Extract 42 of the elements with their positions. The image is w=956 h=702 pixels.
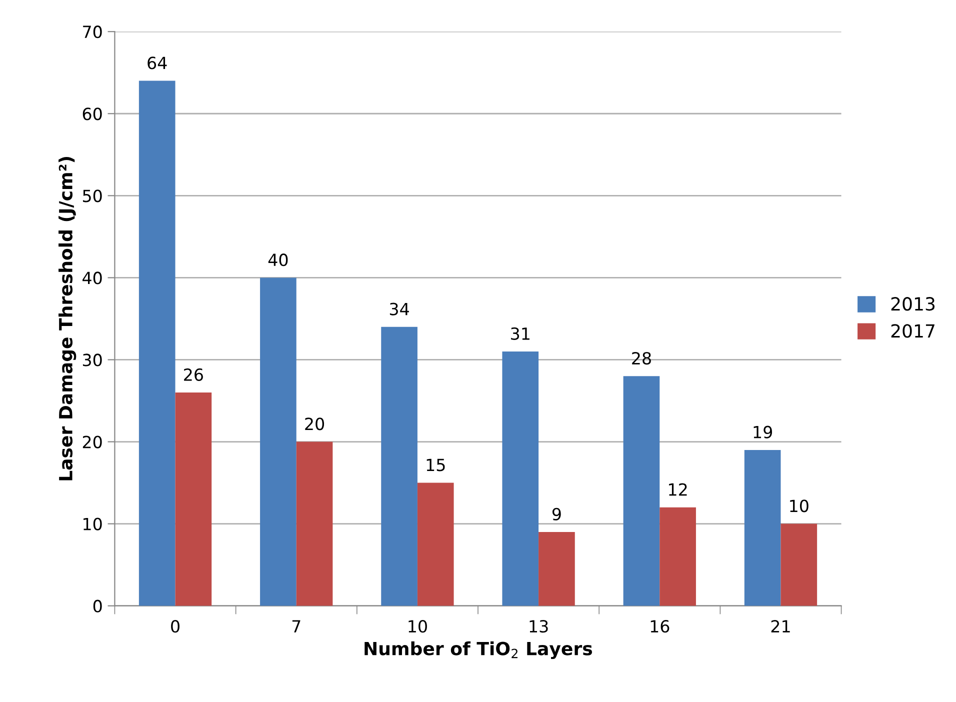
data-label: 9 [552,508,561,520]
x-tick-label: 0 [171,620,180,633]
y-tick-label: 10 [84,518,102,530]
legend-label: 2013 [891,297,935,311]
data-label: 10 [790,500,808,512]
y-tick-label: 20 [82,436,102,448]
data-label: 64 [148,56,167,70]
y-axis-title: Laser Damage Threshold (J/cm²) [58,157,76,480]
data-label: 26 [184,368,203,381]
y-tick-label: 0 [93,600,102,612]
bar [623,376,660,606]
bar [138,80,176,606]
bar [417,482,454,606]
bar [502,352,539,606]
y-tick-label: 30 [82,354,102,366]
data-label: 20 [305,418,324,430]
x-tick-label: 13 [530,620,548,633]
x-tick-label: 10 [408,620,427,633]
bar [660,507,696,606]
x-tick-label: 16 [650,620,670,633]
data-label: 31 [511,327,530,340]
y-tick-label: 50 [82,190,102,202]
legend-label: 2017 [891,324,934,338]
bar [780,524,818,606]
data-label: 19 [754,426,772,438]
data-label: 28 [632,352,651,365]
x-axis-title: Number of TiO$_{2}$ Layers [364,641,592,660]
y-tick-label: 60 [82,108,102,120]
bar [381,326,418,606]
data-label: 15 [426,458,445,472]
y-tick-label: 70 [83,26,102,38]
bar [296,442,333,606]
bar [744,450,781,606]
bar [175,392,212,606]
x-tick-label: 21 [771,620,790,632]
data-label: 12 [669,483,687,496]
data-label: 34 [390,302,409,316]
bar [538,532,575,606]
data-label: 40 [268,254,288,266]
bar [260,278,296,606]
x-tick-label: 7 [292,620,300,632]
y-tick-label: 40 [82,272,102,284]
